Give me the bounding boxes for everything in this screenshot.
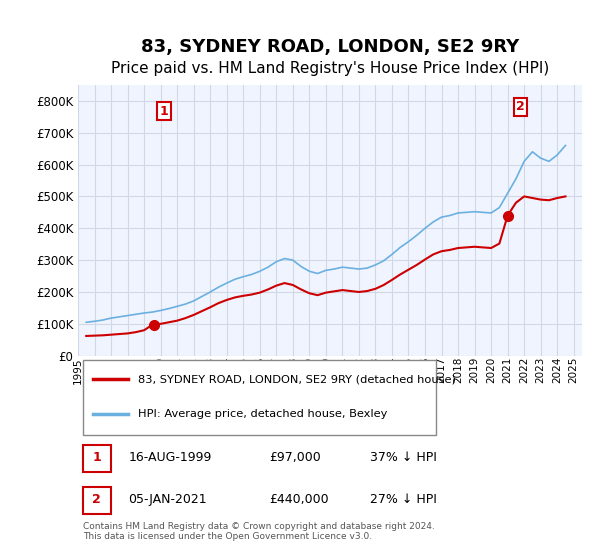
FancyBboxPatch shape: [83, 445, 111, 473]
Text: Price paid vs. HM Land Registry's House Price Index (HPI): Price paid vs. HM Land Registry's House …: [111, 60, 549, 76]
Text: 2: 2: [92, 493, 101, 506]
Text: 27% ↓ HPI: 27% ↓ HPI: [370, 493, 437, 506]
Text: HPI: Average price, detached house, Bexley: HPI: Average price, detached house, Bexl…: [139, 409, 388, 419]
FancyBboxPatch shape: [83, 360, 436, 435]
Text: Contains HM Land Registry data © Crown copyright and database right 2024.
This d: Contains HM Land Registry data © Crown c…: [83, 522, 435, 541]
Text: 1: 1: [92, 451, 101, 464]
Text: 2: 2: [516, 100, 525, 113]
Text: 16-AUG-1999: 16-AUG-1999: [128, 451, 212, 464]
Text: 05-JAN-2021: 05-JAN-2021: [128, 493, 207, 506]
Text: £440,000: £440,000: [269, 493, 329, 506]
Text: 83, SYDNEY ROAD, LONDON, SE2 9RY (detached house): 83, SYDNEY ROAD, LONDON, SE2 9RY (detach…: [139, 374, 457, 384]
Text: £97,000: £97,000: [269, 451, 321, 464]
FancyBboxPatch shape: [83, 487, 111, 514]
Text: 37% ↓ HPI: 37% ↓ HPI: [370, 451, 437, 464]
Text: 83, SYDNEY ROAD, LONDON, SE2 9RY: 83, SYDNEY ROAD, LONDON, SE2 9RY: [141, 38, 519, 56]
Text: 1: 1: [160, 105, 168, 118]
